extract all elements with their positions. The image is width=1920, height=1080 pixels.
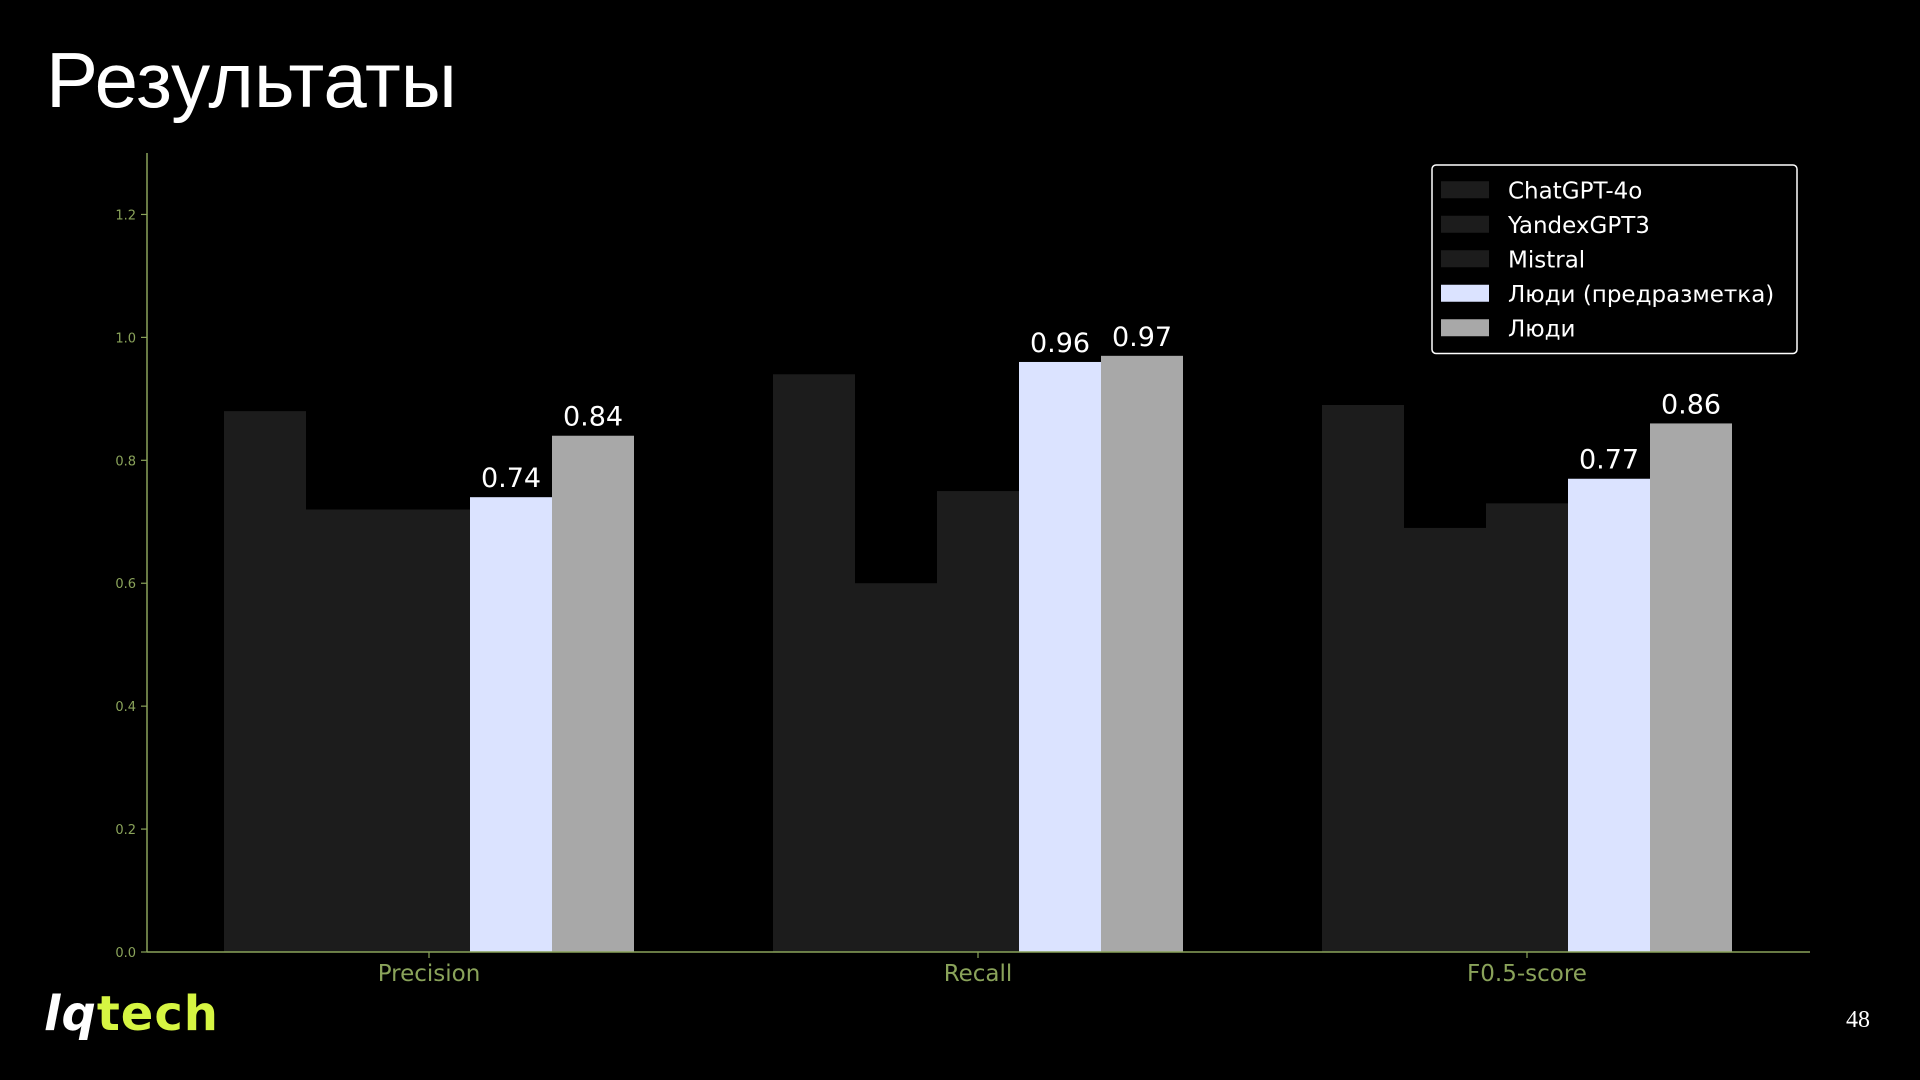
bar-0-4: [552, 435, 634, 952]
y-tick-label-2: 0.4: [115, 700, 136, 715]
bar-0-1: [306, 509, 388, 952]
x-tick-label-1: Recall: [944, 961, 1013, 987]
legend-label-4: Люди: [1508, 316, 1576, 342]
chart-x-ticks: Precision Recall F0.5-score: [378, 952, 1587, 987]
legend-swatch-0: [1441, 181, 1489, 199]
company-logo: lqtech: [44, 990, 219, 1038]
bar-2-4: [1650, 423, 1732, 952]
x-tick-label-0: Precision: [378, 961, 481, 987]
logo-part-2: tech: [96, 986, 219, 1042]
bar-0-2: [388, 509, 470, 952]
chart-bars: [224, 355, 1732, 953]
bar-1-0: [773, 374, 855, 952]
bar-2-2: [1486, 503, 1568, 952]
y-tick-label-1: 0.2: [115, 823, 136, 838]
bar-2-0: [1322, 404, 1404, 952]
chart-y-ticks: 0.0 0.2 0.4 0.6 0.8 1.0 1.2: [115, 208, 147, 961]
bar-1-1: [855, 583, 937, 952]
legend-frame: [1431, 164, 1798, 355]
value-label-2-3: 0.77: [1579, 445, 1639, 476]
legend-swatch-1: [1441, 215, 1489, 233]
bar-1-2: [937, 491, 1019, 952]
legend-swatch-4: [1441, 319, 1489, 337]
bar-2-3: [1568, 478, 1650, 952]
bar-1-4: [1101, 355, 1183, 952]
y-tick-label-3: 0.6: [115, 577, 136, 592]
y-tick-label-0: 0.0: [115, 946, 136, 961]
legend-label-3: Люди (предразметка): [1508, 282, 1774, 308]
y-tick-label-4: 0.8: [115, 454, 136, 469]
bar-0-0: [224, 411, 306, 953]
y-tick-label-6: 1.2: [115, 208, 136, 223]
x-tick-label-2: F0.5-score: [1467, 961, 1587, 987]
logo-part-1: lq: [44, 986, 97, 1042]
chart-value-labels: 0.74 0.84 0.96 0.97 0.77 0.86: [481, 322, 1721, 494]
bar-1-3: [1019, 361, 1101, 952]
legend-swatch-3: [1441, 284, 1489, 302]
page-number: 48: [1846, 1007, 1870, 1033]
value-label-1-4: 0.97: [1112, 322, 1172, 353]
chart-legend: ChatGPT-4o YandexGPT3 Mistral Люди (предраз…: [1431, 164, 1798, 355]
legend-label-1: YandexGPT3: [1507, 213, 1650, 239]
value-label-0-3: 0.74: [481, 463, 541, 494]
slide-title: Результаты: [46, 36, 457, 124]
legend-label-0: ChatGPT-4o: [1508, 178, 1642, 204]
bar-2-1: [1404, 527, 1486, 952]
bar-0-3: [470, 497, 552, 952]
legend-label-2: Mistral: [1508, 247, 1585, 273]
value-label-2-4: 0.86: [1661, 389, 1721, 420]
legend-swatch-2: [1441, 250, 1489, 268]
y-tick-label-5: 1.0: [115, 331, 136, 346]
value-label-1-3: 0.96: [1030, 328, 1090, 359]
value-label-0-4: 0.84: [563, 402, 623, 433]
